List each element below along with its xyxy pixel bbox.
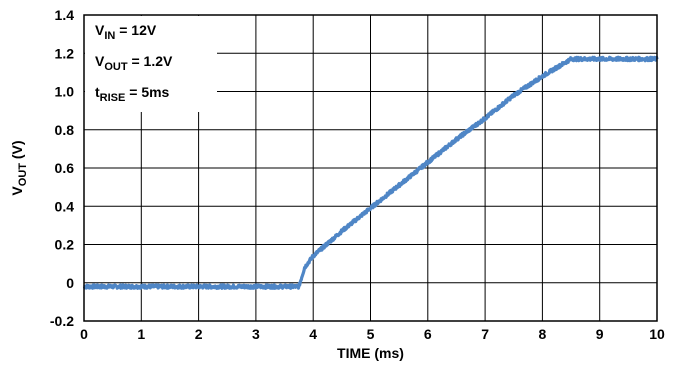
annotation-line: VIN = 12V: [95, 22, 157, 42]
y-axis-label-main: V: [9, 186, 25, 196]
y-tick-label: 1.2: [55, 45, 75, 61]
series-layer: [82, 55, 659, 290]
x-tick-label: 3: [252, 326, 260, 342]
x-tick-label: 1: [137, 326, 145, 342]
plot-frame: [83, 14, 658, 322]
plot-border: [83, 14, 658, 322]
x-tick-label: 6: [424, 326, 432, 342]
y-axis-label-unit: (V): [9, 140, 25, 163]
y-tick-label: 0.6: [55, 160, 75, 176]
series-line-vout: [82, 55, 659, 290]
x-tick-label: 2: [195, 326, 203, 342]
x-axis-label: TIME (ms): [337, 345, 404, 361]
annotation-box: VIN = 12V VOUT = 1.2V tRISE = 5ms: [85, 16, 217, 112]
grid: [84, 15, 657, 321]
y-tick-label: -0.2: [50, 313, 74, 329]
x-tick-labels: 0 1 2 3 4 5 6 7 8 9 10: [80, 326, 665, 342]
x-tick-label: 0: [80, 326, 88, 342]
y-tick-label: 0.2: [55, 237, 75, 253]
y-axis-label-sub: OUT: [17, 163, 29, 187]
annotation-line: tRISE = 5ms: [95, 84, 170, 104]
x-tick-label: 5: [367, 326, 375, 342]
y-axis-label: VOUT (V): [9, 140, 29, 195]
y-tick-label: 0.8: [55, 122, 75, 138]
x-tick-label: 8: [539, 326, 547, 342]
x-tick-label: 9: [596, 326, 604, 342]
y-tick-label: 1.4: [55, 7, 75, 23]
annotation-line: VOUT = 1.2V: [95, 53, 173, 73]
annotation-background: [85, 16, 217, 112]
y-tick-label: 0.4: [55, 198, 75, 214]
y-tick-label: 0: [66, 275, 74, 291]
x-tick-label: 10: [649, 326, 665, 342]
y-tick-label: 1.0: [55, 84, 75, 100]
x-tick-label: 7: [481, 326, 489, 342]
x-tick-label: 4: [309, 326, 317, 342]
y-tick-labels: -0.2 0 0.2 0.4 0.6 0.8 1.0 1.2 1.4: [50, 7, 74, 329]
